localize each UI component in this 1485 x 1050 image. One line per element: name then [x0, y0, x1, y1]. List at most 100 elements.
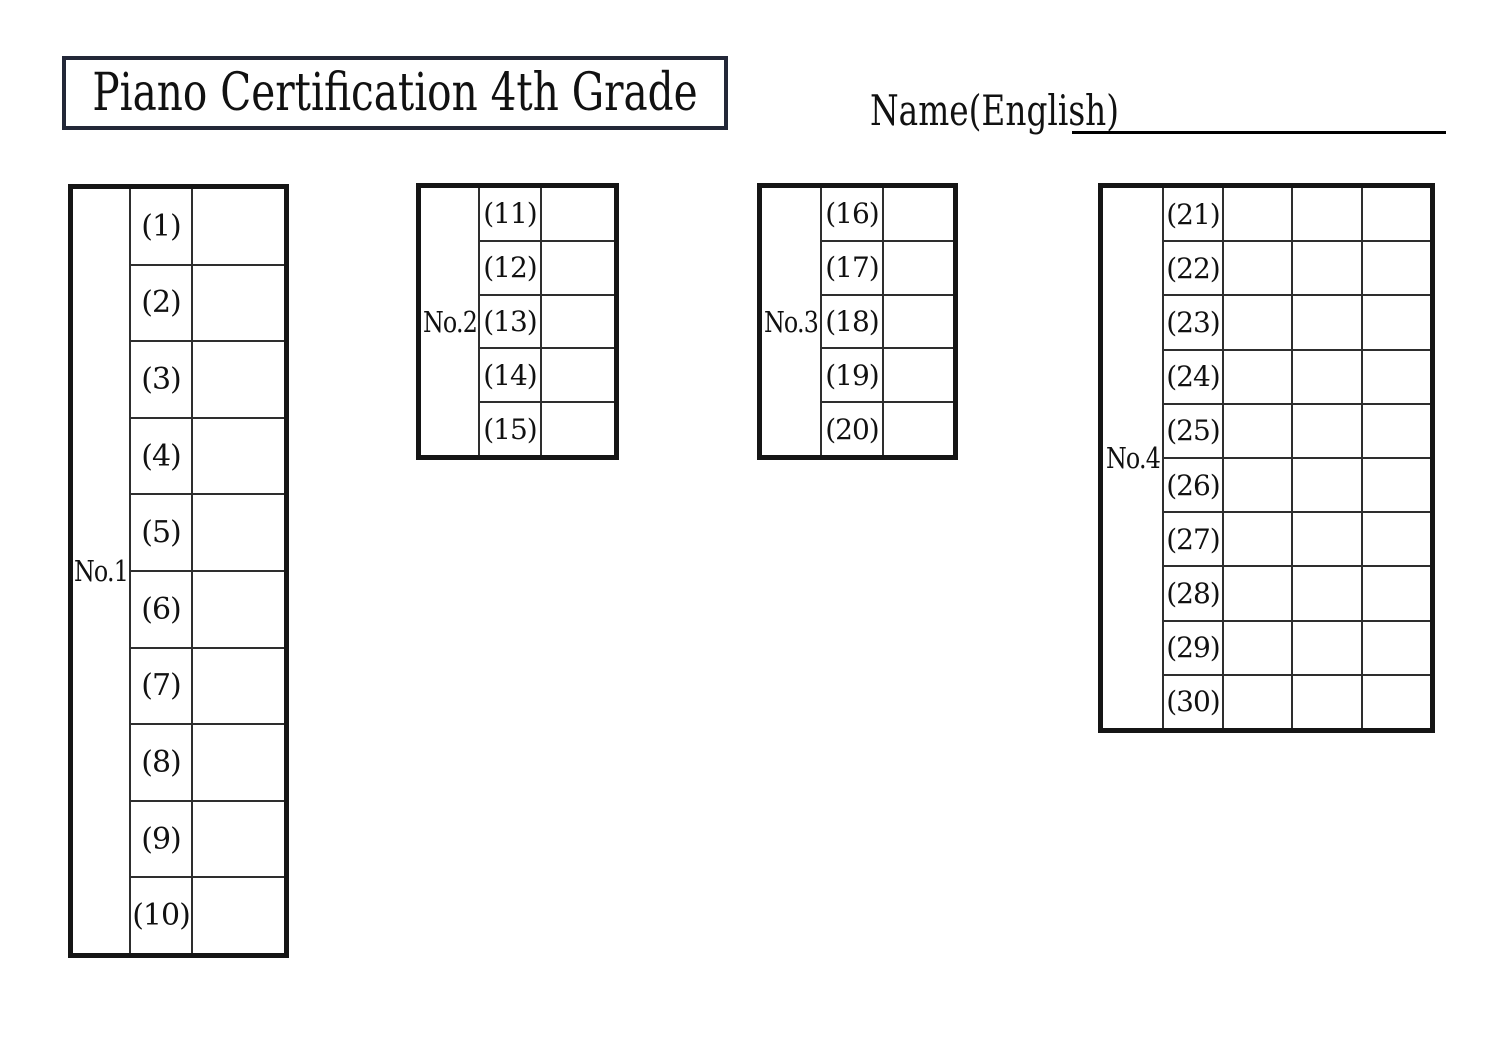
name-label: Name(English)	[870, 86, 1120, 135]
question-number: (7)	[131, 648, 193, 724]
answer-cell[interactable]	[1224, 242, 1294, 295]
answer-cell[interactable]	[1363, 351, 1430, 403]
question-number: (27)	[1164, 513, 1224, 566]
question-number: (22)	[1164, 242, 1224, 295]
answer-cell[interactable]	[193, 266, 284, 341]
table-row: (6)	[131, 571, 284, 649]
table-row: (4)	[131, 418, 284, 496]
answer-cell[interactable]	[1293, 404, 1363, 458]
table-row: (21)	[1164, 188, 1430, 243]
answer-cell[interactable]	[884, 188, 953, 240]
answer-cell[interactable]	[193, 342, 284, 417]
answer-cell[interactable]	[542, 188, 614, 240]
answer-cell[interactable]	[1293, 350, 1363, 403]
answer-table-no3: No.3 (16) (17) (18) (19) (20)	[757, 183, 958, 460]
answer-cell[interactable]	[193, 878, 284, 953]
table-rows: (11) (12) (13) (14) (15)	[480, 188, 614, 455]
answer-cell[interactable]	[1293, 675, 1363, 729]
answer-cell[interactable]	[542, 296, 614, 348]
answer-cell[interactable]	[1224, 567, 1294, 620]
question-number: (1)	[131, 189, 193, 264]
table-row: (14)	[480, 349, 614, 404]
table-row: (13)	[480, 295, 614, 350]
answer-cell[interactable]	[884, 403, 953, 455]
table-row: (9)	[131, 801, 284, 879]
table-label: No.4	[1105, 441, 1160, 475]
question-number: (13)	[480, 295, 542, 348]
question-number: (12)	[480, 241, 542, 294]
table-label: No.3	[763, 304, 819, 339]
answer-cell[interactable]	[884, 349, 953, 401]
table-label-cell: No.4	[1103, 188, 1164, 728]
page-title: Piano Certification 4th Grade	[92, 63, 698, 123]
answer-cell[interactable]	[1293, 513, 1363, 566]
answer-cell[interactable]	[1224, 296, 1294, 349]
table-row: (15)	[480, 403, 614, 455]
answer-cell[interactable]	[1363, 296, 1430, 348]
table-row: (26)	[1164, 459, 1430, 514]
table-row: (1)	[131, 189, 284, 266]
question-number: (17)	[822, 241, 884, 294]
answer-cell[interactable]	[1293, 567, 1363, 620]
answer-cell[interactable]	[1363, 513, 1430, 565]
answer-cell[interactable]	[1293, 188, 1363, 241]
table-row: (3)	[131, 342, 284, 419]
answer-cell[interactable]	[542, 242, 614, 294]
question-number: (24)	[1164, 350, 1224, 403]
answer-cell[interactable]	[1293, 242, 1363, 295]
table-row: (11)	[480, 188, 614, 242]
table-row: (25)	[1164, 404, 1430, 460]
answer-cell[interactable]	[193, 802, 284, 877]
answer-cell[interactable]	[193, 572, 284, 647]
table-row: (18)	[822, 295, 953, 350]
answer-cell[interactable]	[1224, 459, 1294, 512]
question-number: (29)	[1164, 621, 1224, 674]
answer-cell[interactable]	[1224, 188, 1294, 241]
answer-cell[interactable]	[542, 349, 614, 401]
answer-cell[interactable]	[193, 649, 284, 724]
answer-cell[interactable]	[193, 189, 284, 264]
name-input-line[interactable]	[1072, 131, 1446, 134]
answer-cell[interactable]	[1224, 404, 1294, 458]
question-number: (9)	[131, 801, 193, 877]
question-number: (30)	[1164, 675, 1224, 729]
table-row: (30)	[1164, 675, 1430, 729]
table-row: (28)	[1164, 567, 1430, 622]
table-row: (2)	[131, 265, 284, 343]
answer-cell[interactable]	[1293, 459, 1363, 512]
answer-cell[interactable]	[1224, 675, 1294, 729]
answer-cell[interactable]	[1224, 621, 1294, 674]
question-number: (20)	[822, 403, 884, 455]
question-number: (8)	[131, 725, 193, 800]
answer-cell[interactable]	[193, 725, 284, 800]
question-number: (23)	[1164, 296, 1224, 349]
question-number: (19)	[822, 349, 884, 402]
table-row: (7)	[131, 648, 284, 726]
answer-cell[interactable]	[1363, 405, 1430, 457]
answer-cell[interactable]	[1293, 621, 1363, 674]
answer-cell[interactable]	[1363, 676, 1430, 728]
answer-cell[interactable]	[1363, 622, 1430, 674]
table-rows: (21) (22) (23) (24) (25) (26) (27) (28) …	[1164, 188, 1430, 729]
table-label: No.2	[422, 304, 477, 339]
answer-cell[interactable]	[1293, 296, 1363, 349]
table-row: (8)	[131, 725, 284, 802]
answer-cell[interactable]	[884, 296, 953, 348]
answer-cell[interactable]	[1363, 459, 1430, 511]
table-rows: (1) (2) (3) (4) (5) (6) (7) (8) (9) (10)	[131, 189, 284, 953]
answer-cell[interactable]	[1224, 350, 1294, 403]
answer-cell[interactable]	[193, 419, 284, 494]
table-row: (22)	[1164, 242, 1430, 297]
answer-cell[interactable]	[1224, 513, 1294, 566]
table-row: (16)	[822, 188, 953, 242]
answer-cell[interactable]	[1363, 242, 1430, 294]
answer-cell[interactable]	[884, 242, 953, 294]
table-row: (19)	[822, 349, 953, 404]
answer-cell[interactable]	[1363, 567, 1430, 619]
answer-cell[interactable]	[542, 403, 614, 455]
table-row: (27)	[1164, 513, 1430, 568]
answer-cell[interactable]	[193, 495, 284, 570]
answer-cell[interactable]	[1363, 188, 1430, 240]
question-number: (18)	[822, 295, 884, 348]
table-row: (29)	[1164, 621, 1430, 676]
